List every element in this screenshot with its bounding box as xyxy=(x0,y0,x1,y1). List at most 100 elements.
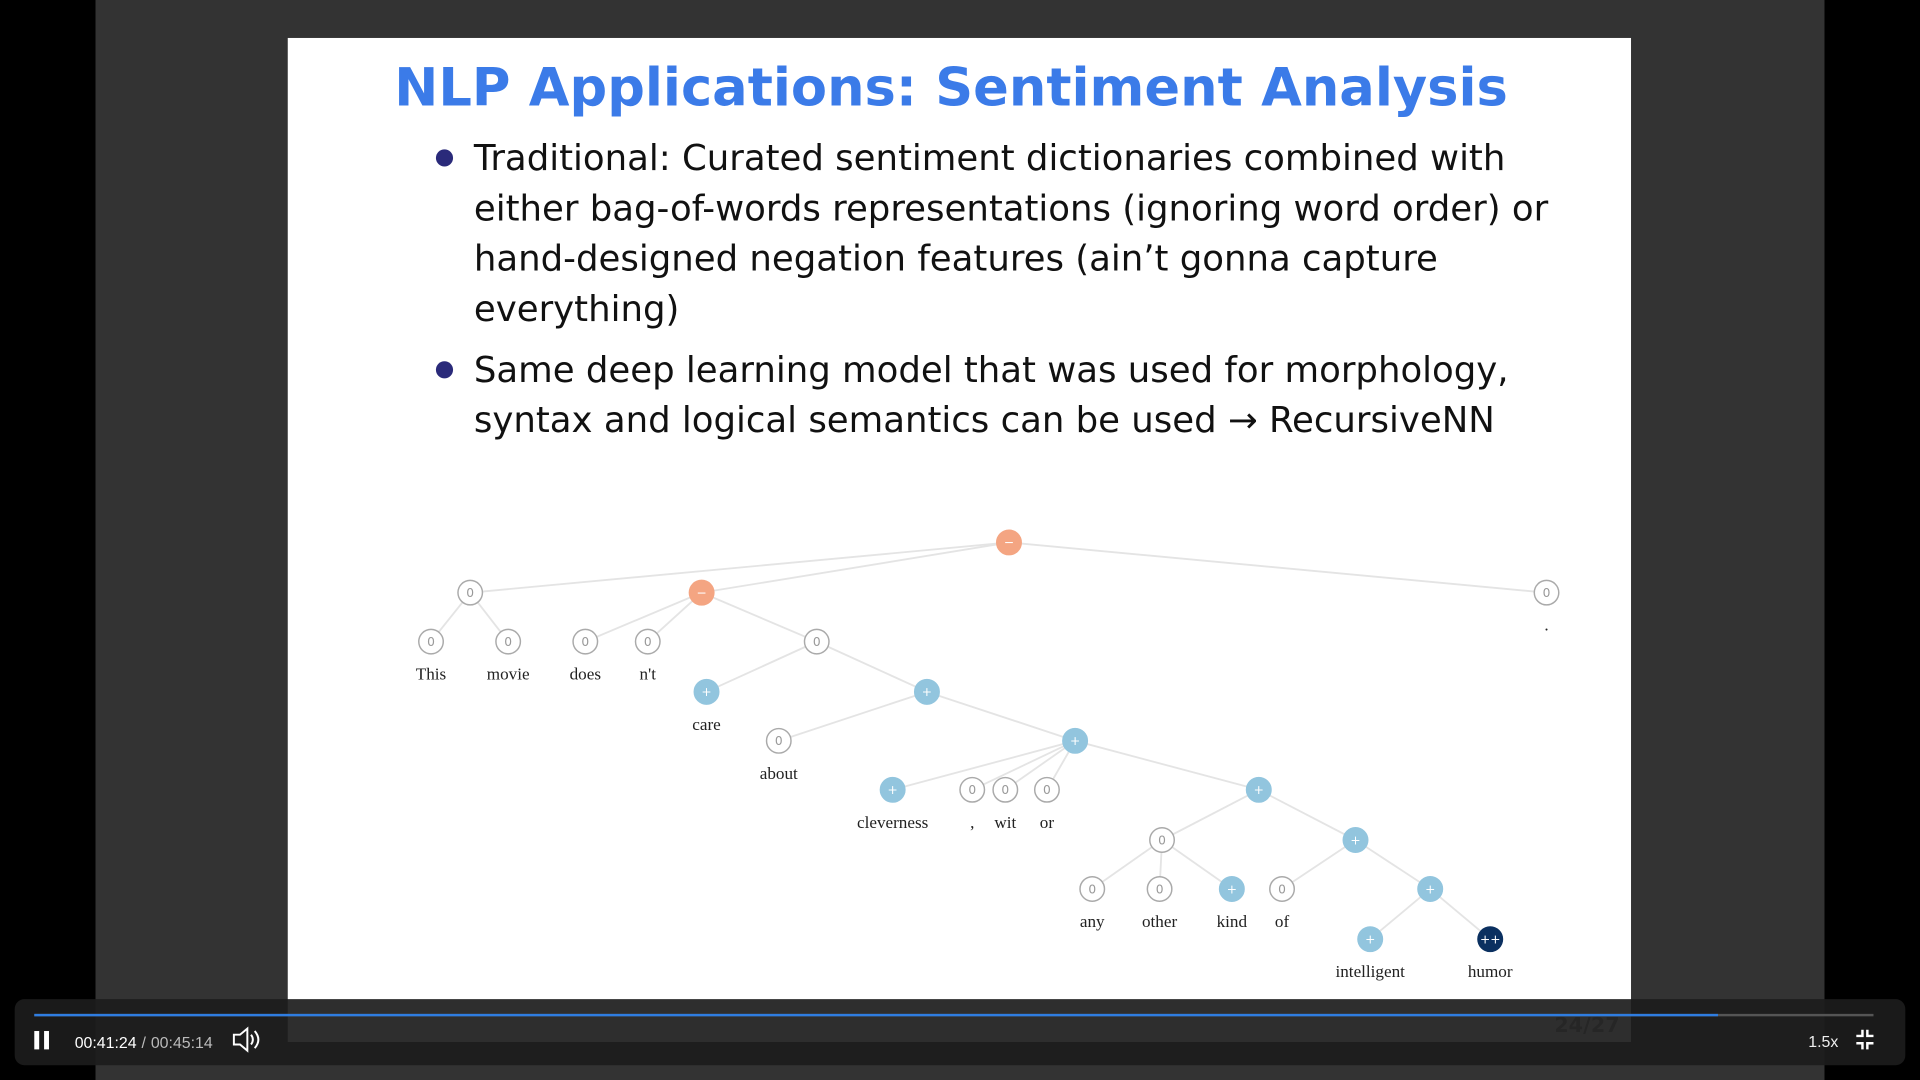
node-label: 0 xyxy=(1158,833,1166,847)
tree-node xyxy=(1149,827,1176,853)
tree-node xyxy=(1033,776,1060,803)
bullet-line: Same deep learning model that was used f… xyxy=(474,350,1509,391)
tree-node xyxy=(959,776,986,803)
bullet-dot xyxy=(435,361,454,379)
tree-node xyxy=(688,579,715,606)
tree-node xyxy=(1062,727,1089,754)
sound-waves xyxy=(250,1030,260,1049)
word-label: , xyxy=(970,813,974,832)
tree-node xyxy=(765,727,792,754)
tree-node xyxy=(1079,876,1106,902)
word-label: . xyxy=(1544,616,1548,635)
tree-edge xyxy=(1369,888,1431,940)
pause-bar xyxy=(34,1031,40,1050)
tree-node xyxy=(572,628,599,655)
pause-button[interactable] xyxy=(34,1031,49,1050)
time-separator: / xyxy=(142,1035,147,1052)
bullet-line: hand-designed negation features (ain’t g… xyxy=(474,239,1438,280)
tree-edge xyxy=(1161,788,1260,841)
node-label: 0 xyxy=(1543,586,1551,600)
slide-title: NLP Applications: Sentiment Analysis xyxy=(394,57,1508,118)
tree-node xyxy=(913,678,940,705)
word-label: kind xyxy=(1217,912,1248,931)
tree-node xyxy=(634,628,661,655)
tree-edge xyxy=(584,591,702,643)
node-label: 0 xyxy=(466,586,474,600)
word-label: does xyxy=(570,665,602,684)
tree-edge xyxy=(701,541,1010,594)
node-label: 0 xyxy=(813,635,821,649)
node-label: + xyxy=(1350,833,1360,847)
tree-edge xyxy=(971,739,1076,791)
speaker-icon xyxy=(232,1026,249,1053)
tree-edge xyxy=(926,690,1076,742)
word-label: or xyxy=(1040,813,1055,832)
node-label: + xyxy=(888,783,898,797)
speed-button[interactable]: 1.5x xyxy=(1808,1034,1838,1051)
bullet-line: syntax and logical semantics can be used… xyxy=(474,400,1495,441)
word-label: This xyxy=(416,665,447,684)
tree-node xyxy=(1218,876,1245,902)
tree-node xyxy=(418,628,444,655)
node-label: 0 xyxy=(968,783,976,797)
volume-button[interactable] xyxy=(232,1026,260,1053)
node-label: + xyxy=(701,685,711,699)
control-bar xyxy=(14,999,1906,1066)
node-label: ++ xyxy=(1480,932,1501,946)
tree-edge xyxy=(1091,839,1163,890)
bullet-list: Traditional: Curated sentiment dictionar… xyxy=(435,138,1549,441)
tree-node xyxy=(693,678,720,705)
node-label: + xyxy=(1227,882,1237,896)
tree-node xyxy=(1477,926,1504,953)
tree-edge xyxy=(1429,888,1491,940)
tree-node xyxy=(803,628,830,655)
exit-fullscreen-button[interactable] xyxy=(1856,1029,1874,1050)
node-label: 0 xyxy=(1156,882,1164,896)
progress-played xyxy=(34,1013,1718,1017)
node-label: 0 xyxy=(775,734,783,748)
tree-node xyxy=(996,529,1022,556)
tree-edge xyxy=(778,690,928,742)
bullet-dot xyxy=(435,149,454,167)
time-display: 00:41:24 /00:45:14 xyxy=(75,1035,213,1052)
node-label: + xyxy=(1365,932,1375,946)
node-label: − xyxy=(1004,536,1014,550)
tree-node xyxy=(495,628,522,655)
bullet-line: everything) xyxy=(474,289,679,330)
tree-edge xyxy=(1161,839,1233,890)
node-label: 0 xyxy=(1088,882,1096,896)
node-label: + xyxy=(922,685,932,699)
tree-node xyxy=(1342,827,1369,853)
tree-edge xyxy=(470,541,1010,594)
word-label: n't xyxy=(640,665,657,684)
tree-edge xyxy=(701,591,818,643)
current-time: 00:41:24 xyxy=(75,1035,137,1052)
tree-node xyxy=(1357,926,1384,953)
word-label: any xyxy=(1080,912,1105,931)
duration: 00:45:14 xyxy=(151,1035,213,1052)
node-label: 0 xyxy=(581,635,589,649)
tree-edge xyxy=(816,640,928,693)
tree-edge xyxy=(1004,740,1076,791)
tree-node xyxy=(1269,876,1296,902)
word-label: care xyxy=(692,715,721,734)
node-label: + xyxy=(1070,734,1080,748)
word-label: cleverness xyxy=(857,813,929,832)
node-label: 0 xyxy=(504,635,512,649)
word-label: movie xyxy=(487,665,530,684)
node-label: 0 xyxy=(1278,882,1286,896)
bullet-line: either bag-of-words representations (ign… xyxy=(474,188,1549,229)
tree-edge xyxy=(892,739,1076,791)
word-label: wit xyxy=(994,813,1016,832)
tree-node xyxy=(457,579,484,606)
tree-node xyxy=(879,776,906,803)
tree-node xyxy=(992,776,1019,803)
tree-edge xyxy=(1355,839,1431,890)
tree-nodes: −0−0.0This0movie0does0n't0+care+0about++… xyxy=(416,529,1560,981)
tree-node xyxy=(1417,876,1444,902)
tree-node xyxy=(1146,876,1173,902)
tree-edge xyxy=(1281,839,1357,890)
tree-edge xyxy=(706,640,818,693)
